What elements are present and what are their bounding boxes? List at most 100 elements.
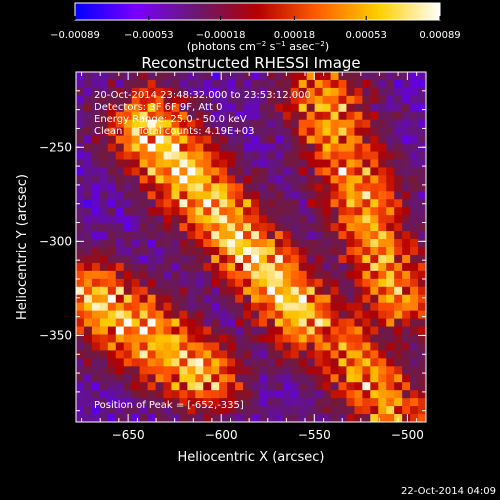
heatmap-cell: [362, 199, 371, 208]
heatmap-cell: [123, 183, 133, 192]
heatmap-cell: [338, 103, 348, 113]
heatmap-cell: [211, 342, 220, 351]
heatmap-cell: [83, 302, 93, 312]
heatmap-cell: [251, 79, 260, 89]
heatmap-cell: [195, 175, 204, 184]
heatmap-cell: [266, 247, 276, 256]
heatmap-cell: [195, 143, 204, 153]
heatmap-cell: [227, 366, 236, 375]
heatmap-cell: [115, 167, 125, 176]
heatmap-cell: [378, 326, 387, 336]
heatmap-cell: [139, 374, 149, 383]
heatmap-cell: [76, 135, 85, 145]
heatmap-cell: [338, 72, 348, 81]
heatmap-cell: [76, 215, 85, 224]
heatmap-cell: [139, 127, 149, 137]
heatmap-cell: [195, 87, 204, 97]
heatmap-cell: [83, 135, 93, 145]
heatmap-cell: [290, 326, 300, 336]
heatmap-cell: [195, 286, 204, 296]
heatmap-cell: [322, 199, 332, 208]
heatmap-cell: [179, 294, 188, 304]
heatmap-cell: [314, 111, 324, 121]
heatmap-cell: [338, 175, 348, 184]
heatmap-cell: [171, 119, 180, 129]
heatmap-cell: [418, 358, 426, 367]
heatmap-cell: [306, 262, 316, 272]
heatmap-cell: [76, 79, 85, 89]
heatmap-cell: [378, 135, 387, 145]
heatmap-cell: [290, 358, 300, 367]
heatmap-cell: [155, 199, 165, 208]
heatmap-cell: [123, 223, 133, 232]
heatmap-cell: [274, 223, 284, 232]
heatmap-cell: [187, 310, 196, 320]
heatmap-cell: [187, 382, 196, 391]
heatmap-cell: [386, 414, 395, 422]
heatmap-cell: [298, 191, 308, 200]
heatmap-cell: [187, 294, 196, 304]
heatmap-cell: [322, 334, 332, 344]
heatmap-cell: [418, 342, 426, 351]
heatmap-cell: [258, 143, 268, 153]
heatmap-cell: [274, 127, 284, 137]
heatmap-cell: [274, 326, 284, 336]
heatmap-cell: [386, 334, 395, 344]
heatmap-cell: [418, 398, 426, 407]
heatmap-cell: [362, 318, 371, 328]
heatmap-cell: [378, 334, 387, 344]
heatmap-cell: [227, 207, 236, 216]
heatmap-cell: [139, 159, 149, 169]
heatmap-cell: [346, 95, 355, 105]
heatmap-cell: [107, 374, 117, 383]
heatmap-cell: [314, 350, 324, 359]
heatmap-cell: [179, 239, 188, 248]
heatmap-cell: [171, 215, 180, 224]
heatmap-cell: [147, 111, 157, 121]
heatmap-cell: [235, 223, 244, 232]
heatmap-cell: [107, 278, 117, 288]
heatmap-cell: [378, 183, 387, 192]
heatmap-cell: [266, 175, 276, 184]
heatmap-cell: [235, 143, 244, 153]
heatmap-cell: [76, 119, 85, 129]
heatmap-cell: [330, 103, 340, 113]
heatmap-cell: [394, 334, 403, 344]
heatmap-cell: [258, 374, 268, 383]
heatmap-cell: [139, 414, 149, 422]
heatmap-cell: [418, 366, 426, 375]
heatmap-cell: [195, 374, 204, 383]
heatmap-cell: [171, 239, 180, 248]
heatmap-cell: [99, 406, 109, 415]
heatmap-cell: [314, 79, 324, 89]
heatmap-cell: [378, 215, 387, 224]
heatmap-cell: [243, 119, 252, 129]
heatmap-cell: [195, 382, 204, 391]
heatmap-cell: [131, 191, 141, 200]
heatmap-cell: [394, 231, 403, 240]
heatmap-cell: [99, 358, 109, 367]
heatmap-cell: [266, 231, 276, 240]
heatmap-cell: [163, 135, 173, 145]
heatmap-cell: [306, 87, 316, 97]
heatmap-cell: [171, 207, 180, 216]
heatmap-cell: [235, 103, 244, 113]
heatmap-cell: [362, 382, 371, 391]
heatmap-cell: [386, 151, 395, 161]
y-tick-label: −350: [39, 328, 72, 342]
heatmap-cell: [394, 286, 403, 296]
heatmap-cell: [251, 406, 260, 415]
heatmap-cell: [99, 239, 109, 248]
heatmap-cell: [219, 366, 228, 375]
heatmap-cell: [83, 79, 93, 89]
heatmap-cell: [266, 143, 276, 153]
heatmap-cell: [370, 358, 379, 367]
heatmap-cell: [99, 334, 109, 344]
heatmap-cell: [251, 223, 260, 232]
heatmap-cell: [322, 366, 332, 375]
heatmap-cell: [115, 135, 125, 145]
heatmap-cell: [362, 207, 371, 216]
heatmap-cell: [163, 207, 173, 216]
heatmap-cell: [147, 95, 157, 105]
heatmap-cell: [251, 374, 260, 383]
